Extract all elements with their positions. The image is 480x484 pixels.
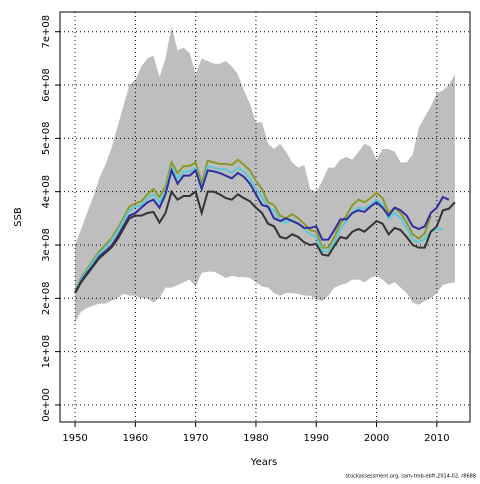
x-tick-label: 1960 bbox=[123, 433, 148, 444]
x-axis-label: Years bbox=[250, 457, 277, 468]
x-tick-label: 1970 bbox=[183, 433, 208, 444]
y-tick-label: 0e+00 bbox=[41, 388, 52, 422]
plot-frame bbox=[59, 11, 471, 423]
y-tick-label: 3e+08 bbox=[41, 228, 52, 262]
y-tick-label: 4e+08 bbox=[41, 175, 52, 209]
series-line bbox=[74, 164, 443, 294]
y-axis-label: SSB bbox=[13, 207, 24, 227]
y-tick-label: 7e+08 bbox=[41, 15, 52, 49]
y-tick-label: 1e+08 bbox=[41, 335, 52, 369]
x-tick-label: 2010 bbox=[424, 433, 449, 444]
x-tick-label: 2000 bbox=[364, 433, 389, 444]
x-tick-label: 1950 bbox=[62, 433, 87, 444]
y-tick-label: 2e+08 bbox=[41, 281, 52, 315]
series-line bbox=[74, 158, 432, 293]
series-line bbox=[74, 167, 450, 294]
y-tick-label: 5e+08 bbox=[41, 122, 52, 156]
x-tick-label: 1980 bbox=[243, 433, 268, 444]
footnote: stockassessment.org, sam-tmb-ebft-2014-0… bbox=[346, 474, 476, 480]
y-tick-label: 6e+08 bbox=[41, 68, 52, 102]
x-tick-label: 1990 bbox=[304, 433, 329, 444]
series-line bbox=[74, 189, 456, 294]
confidence-band bbox=[75, 26, 455, 323]
